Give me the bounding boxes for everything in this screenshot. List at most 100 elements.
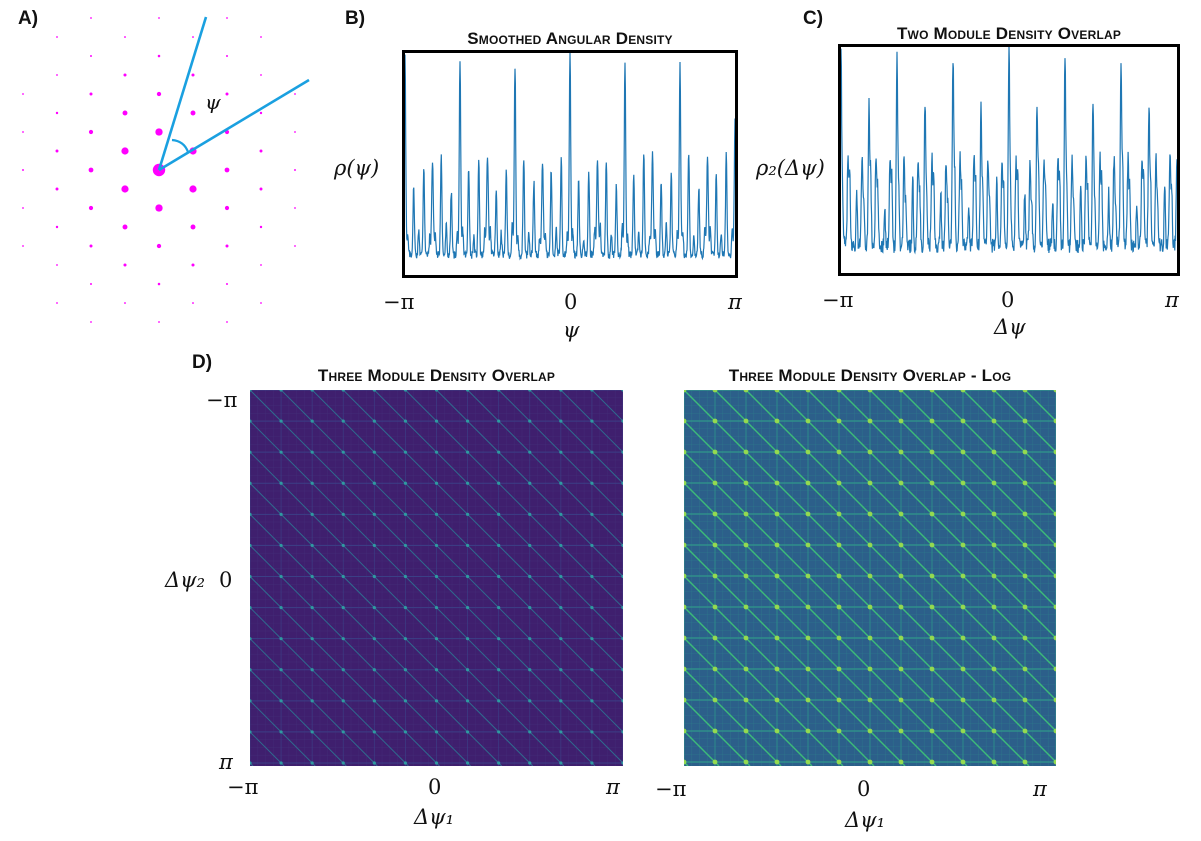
density-plot-b <box>405 53 735 261</box>
heatmap-peak <box>434 419 439 423</box>
heatmap-linear <box>250 390 623 766</box>
heatmap-peak <box>960 390 966 393</box>
heatmap-peak <box>250 419 252 423</box>
heatmap-peak <box>712 604 718 610</box>
heatmap-peak <box>250 761 252 765</box>
heatmap-peak <box>1022 390 1028 393</box>
heatmap-peak <box>743 511 749 517</box>
lattice-dot <box>226 17 228 19</box>
heatmap-peak <box>279 761 283 765</box>
heatmap-peak <box>774 390 780 393</box>
heatmap-peak <box>836 449 842 455</box>
heatmap-peak <box>1053 390 1056 393</box>
panel-d-right-xtick-left: −π <box>655 777 687 801</box>
lattice-dot <box>122 224 128 230</box>
heatmap-peak <box>774 728 780 734</box>
heatmap-peak <box>434 668 439 672</box>
heatmap-peak <box>960 666 966 672</box>
heatmap-peak <box>991 759 997 765</box>
heatmap-peak <box>1022 604 1028 610</box>
heatmap-peak <box>310 419 314 423</box>
heatmap-peak <box>898 480 904 486</box>
heatmap-peak <box>559 543 563 548</box>
heatmap-peak <box>559 390 563 392</box>
heatmap-peak <box>960 418 966 424</box>
heatmap-peak <box>559 637 563 641</box>
heatmap-peak <box>621 543 623 548</box>
heatmap-peak <box>590 419 594 423</box>
heatmap-log <box>684 390 1056 766</box>
heatmap-peak <box>465 543 470 548</box>
heatmap-peak <box>712 759 718 765</box>
heatmap-peak <box>341 730 345 734</box>
lattice-dot <box>260 74 262 76</box>
heatmap-peak <box>1022 697 1028 703</box>
panel-d-letter: D) <box>192 352 213 373</box>
heatmap-peak <box>1053 666 1056 672</box>
heatmap-peak <box>1022 759 1028 765</box>
axis-line-1 <box>157 16 208 171</box>
heatmap-peak <box>279 419 283 423</box>
panel-c-xtick-right: π <box>1165 288 1179 312</box>
heatmap-peak <box>310 481 314 485</box>
heatmap-peak <box>621 481 623 485</box>
panel-d-left-xlabel: Δψ₁ <box>414 805 455 829</box>
heatmap-peak <box>497 605 501 610</box>
diagonal-line <box>250 669 347 766</box>
heatmap-peak <box>590 637 594 641</box>
panel-c-xtick-mid: 0 <box>1001 288 1015 312</box>
panel-d-left-xtick-right: π <box>606 775 620 799</box>
heatmap-peak <box>279 450 283 454</box>
lattice-dot <box>123 73 127 77</box>
heatmap-peak <box>372 761 376 765</box>
heatmap-peak <box>836 759 842 765</box>
panel-a-letter: A) <box>18 8 39 29</box>
heatmap-peak <box>590 574 594 579</box>
heatmap-peak <box>310 450 314 454</box>
density-line <box>841 47 1177 255</box>
heatmap-peak <box>465 390 470 392</box>
heatmap-peak <box>867 635 873 641</box>
heatmap-peak <box>991 418 997 424</box>
heatmap-peak <box>341 699 345 703</box>
lattice-dot <box>88 205 94 211</box>
heatmap-peak <box>372 605 376 610</box>
heatmap-peak <box>434 512 439 516</box>
heatmap-peak <box>960 759 966 765</box>
heatmap-peak <box>898 542 904 548</box>
heatmap-peak <box>310 605 314 610</box>
lattice-dot <box>260 264 262 266</box>
heatmap-peak <box>684 449 687 455</box>
heatmap-peak <box>867 418 873 424</box>
heatmap-peak <box>528 419 532 423</box>
heatmap-peak <box>836 728 842 734</box>
heatmap-peak <box>991 449 997 455</box>
heatmap-peak <box>341 637 345 641</box>
lattice-dot <box>294 131 296 133</box>
heatmap-peak <box>743 418 749 424</box>
heatmap-peak <box>403 512 408 516</box>
lattice-dot <box>157 54 161 58</box>
heatmap-peak <box>250 574 252 579</box>
heatmap-peak <box>465 699 470 703</box>
heatmap-peak <box>991 635 997 641</box>
heatmap-peak <box>250 730 252 734</box>
diagonal-line <box>684 482 968 766</box>
heatmap-peak <box>743 573 749 579</box>
heatmap-peak <box>929 449 935 455</box>
lattice-dot <box>259 111 263 115</box>
lattice-dot <box>123 263 127 267</box>
heatmap-peak <box>1022 728 1028 734</box>
diagonal-line <box>250 482 534 766</box>
heatmap-peak <box>590 730 594 734</box>
panel-d-ytick-top: −π <box>206 388 238 412</box>
lattice-dot <box>226 55 228 57</box>
heatmap-peak <box>960 604 966 610</box>
heatmap-peak <box>774 542 780 548</box>
panel-b-xtick-left: −π <box>383 290 415 314</box>
lattice-dot <box>88 129 94 135</box>
lattice-dot <box>56 302 58 304</box>
heatmap-peak <box>310 637 314 641</box>
heatmap-peak <box>590 605 594 610</box>
heatmap-peak <box>836 635 842 641</box>
